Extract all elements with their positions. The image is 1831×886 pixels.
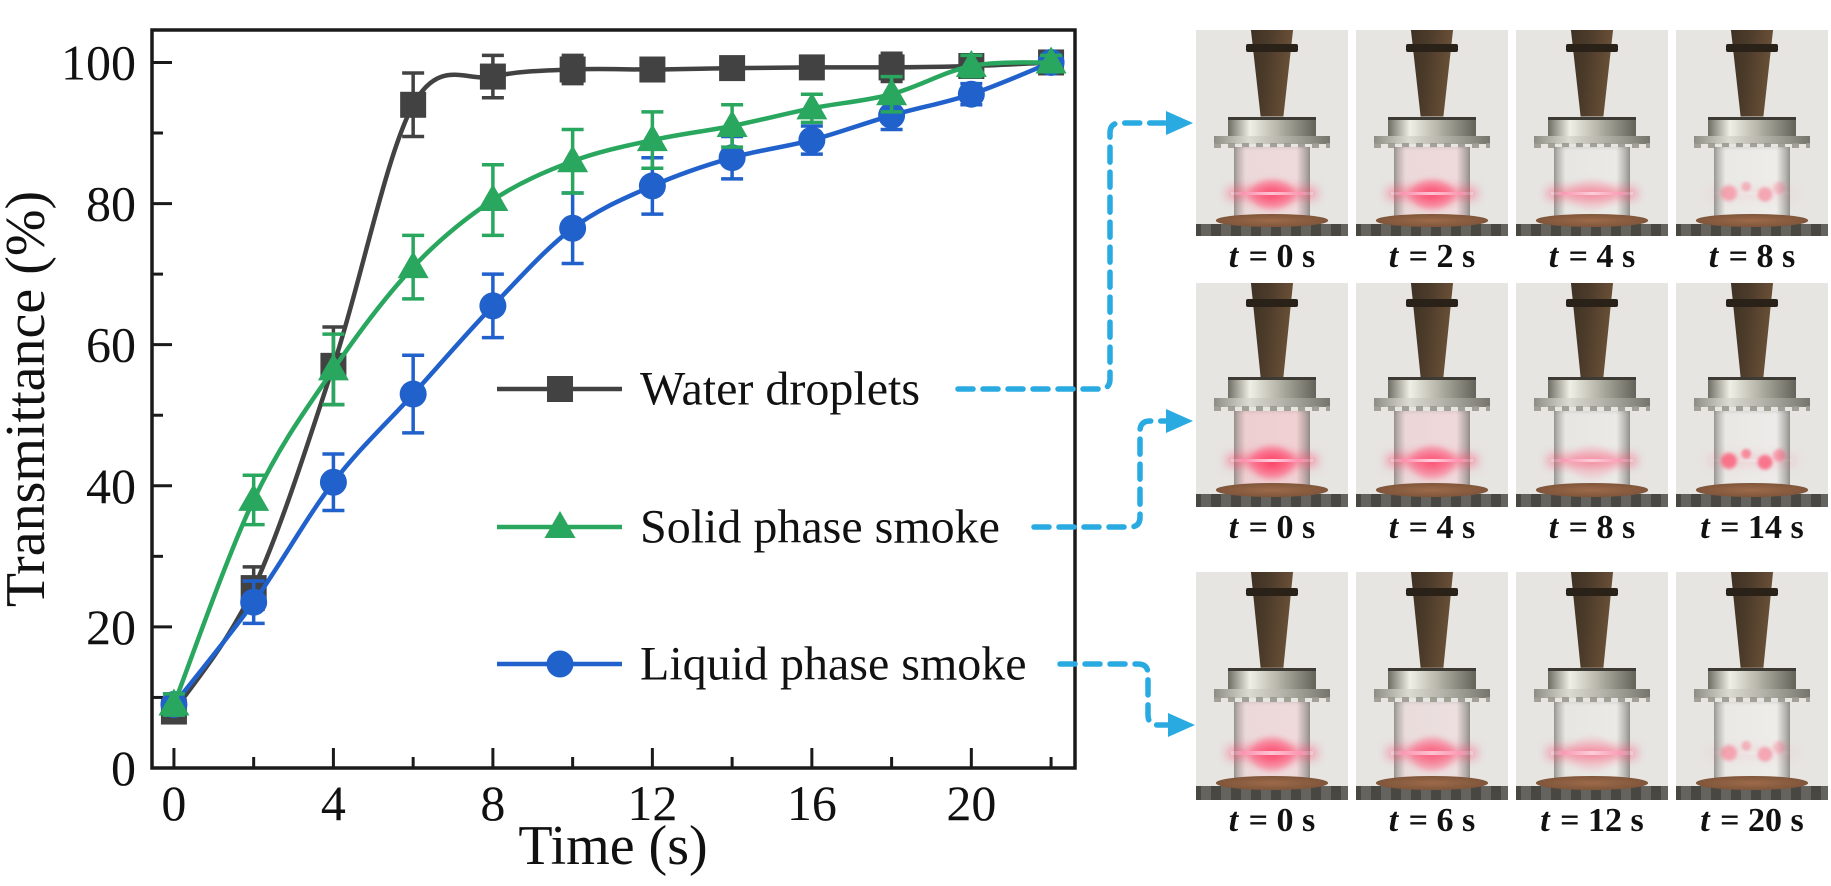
data-point-marker [557, 145, 589, 173]
data-point-marker [158, 688, 190, 716]
connector-arrowhead-icon [1166, 111, 1193, 135]
data-point-marker [878, 101, 906, 129]
data-point-marker [240, 588, 268, 616]
data-point-marker [479, 63, 506, 90]
x-tick-label: 12 [627, 775, 677, 831]
legend-photo-connectors [955, 111, 1195, 737]
connector-dashed-line-1 [955, 120, 1169, 392]
data-point-marker [317, 353, 349, 381]
data-point-marker [957, 80, 985, 108]
connector-dashed-line-2 [1031, 418, 1169, 530]
data-point-marker [559, 214, 587, 242]
x-tick-label: 4 [321, 775, 346, 831]
data-point-marker [479, 292, 507, 320]
series-solid-phase-smoke [158, 46, 1067, 717]
y-tick-label: 100 [61, 34, 136, 90]
data-point-marker [397, 251, 429, 279]
data-point-marker [798, 54, 825, 81]
data-point-marker [400, 91, 427, 118]
data-point-marker [636, 124, 668, 152]
connector-arrowhead-icon [1166, 409, 1193, 433]
legend: Water droplets Solid phase smoke Liquid … [497, 363, 1027, 691]
legend-marker-triangle [544, 511, 576, 538]
x-axis-title: Time (s) [518, 815, 707, 877]
legend-marker-circle [546, 650, 574, 678]
y-tick-label: 40 [86, 458, 136, 514]
connector-arrowhead-icon [1168, 713, 1195, 737]
data-point-marker [399, 380, 427, 408]
data-point-marker [319, 468, 347, 496]
data-point-marker [1035, 46, 1067, 74]
y-tick-label: 80 [86, 176, 136, 232]
data-point-marker [238, 483, 270, 511]
data-point-marker [955, 49, 987, 77]
plot-border [150, 28, 1077, 770]
legend-marker-square [547, 376, 573, 402]
data-point-marker [477, 184, 509, 212]
data-point-marker [796, 92, 828, 120]
axes: 0 4 8 12 16 20 0 20 40 60 80 100 [61, 28, 1077, 831]
x-tick-label: 8 [480, 775, 505, 831]
data-point-marker [718, 144, 746, 172]
data-point-marker [716, 109, 748, 137]
connector-dashed-line-3 [1057, 661, 1171, 728]
legend-label-liquid-phase-smoke: Liquid phase smoke [640, 638, 1027, 691]
legend-label-solid-phase-smoke: Solid phase smoke [640, 501, 1000, 554]
data-point-marker [638, 172, 666, 200]
y-axis-title: Transmittance (%) [0, 191, 57, 607]
y-tick-label: 20 [86, 599, 136, 655]
data-point-marker [639, 56, 666, 83]
x-tick-label: 16 [787, 775, 837, 831]
data-series [158, 46, 1067, 725]
data-point-marker [559, 56, 586, 83]
x-tick-label: 20 [946, 775, 996, 831]
y-tick-label: 0 [111, 740, 136, 796]
data-point-marker [719, 55, 746, 82]
x-tick-label: 0 [161, 775, 186, 831]
data-point-marker [798, 126, 826, 154]
data-point-marker [876, 78, 908, 106]
y-tick-label: 60 [86, 317, 136, 373]
legend-label-water-droplets: Water droplets [640, 363, 920, 416]
